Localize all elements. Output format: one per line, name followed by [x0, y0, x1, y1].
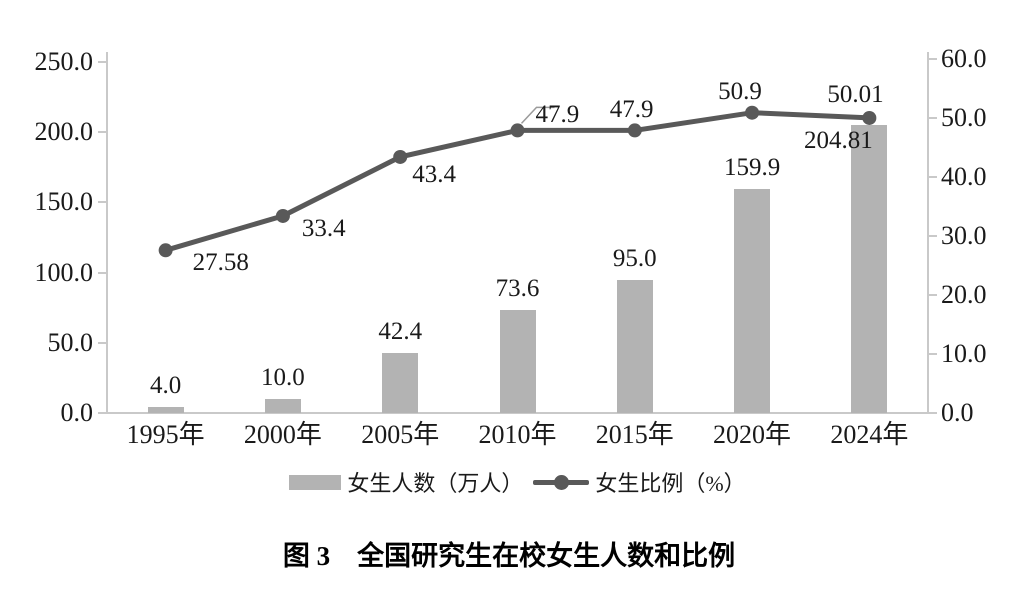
line-value-label: 47.9	[535, 101, 580, 129]
line-value-label: 27.58	[192, 249, 249, 277]
line-point-marker	[627, 123, 642, 138]
right-y-axis-line	[927, 52, 929, 414]
left-axis-tick-mark	[98, 61, 107, 63]
bar	[851, 125, 888, 413]
legend-label-line-series: 女生比例（%）	[595, 471, 746, 496]
legend-item-bar-series: 女生人数（万人）	[289, 466, 523, 498]
line-value-label: 43.4	[412, 160, 456, 188]
right-y-axis-tick-label: 60.0	[941, 44, 987, 73]
left-axis-tick-mark	[98, 201, 107, 204]
right-axis-tick-mark	[928, 117, 937, 119]
left-y-axis-tick-label: 250.0	[34, 47, 94, 76]
x-axis-tick-label: 2005年	[361, 420, 440, 449]
x-axis-tick-label: 2015年	[595, 420, 674, 449]
x-axis-line	[106, 412, 929, 414]
left-axis-tick-mark	[98, 341, 107, 344]
right-y-axis-tick-label: 0.0	[941, 398, 974, 427]
bar	[147, 407, 184, 413]
right-y-axis-tick-label: 10.0	[941, 339, 987, 368]
line-swatch-icon	[533, 474, 590, 490]
line-point-marker	[862, 110, 877, 125]
left-y-axis-tick-label: 0.0	[60, 398, 94, 427]
figure-caption: 图 3 全国研究生在校女生人数和比例	[282, 541, 736, 571]
right-y-axis-tick-label: 50.0	[941, 103, 987, 132]
x-axis-tick-label: 2010年	[478, 420, 557, 449]
legend: 女生人数（万人） 女生比例（%）	[107, 466, 928, 498]
line-point-marker	[275, 208, 290, 223]
bar	[382, 353, 419, 413]
x-axis-tick-label: 2024年	[830, 420, 909, 449]
bar	[616, 279, 653, 413]
right-axis-tick-mark	[928, 235, 937, 237]
right-axis-tick-mark	[928, 412, 937, 414]
bar-value-label: 159.9	[723, 153, 781, 181]
left-y-axis-tick-label: 200.0	[34, 117, 94, 147]
bar	[499, 309, 536, 413]
bar	[734, 188, 771, 413]
bar-value-label: 204.81	[803, 127, 873, 155]
x-axis-tick-label: 1995年	[126, 420, 205, 449]
bar-value-label: 4.0	[150, 372, 182, 400]
left-axis-tick-mark	[98, 412, 107, 414]
label-leader-line	[520, 106, 555, 124]
left-y-axis-tick-label: 150.0	[34, 187, 94, 217]
right-axis-tick-mark	[928, 58, 937, 60]
right-y-axis-tick-label: 20.0	[941, 280, 987, 309]
line-point-marker	[510, 123, 525, 138]
left-y-axis-tick-label: 100.0	[34, 257, 94, 287]
right-axis-tick-mark	[928, 294, 937, 296]
bar-value-label: 73.6	[495, 274, 540, 302]
left-y-axis-tick-label: 50.0	[47, 327, 94, 357]
bar-value-label: 42.4	[378, 318, 423, 346]
line-point-marker	[745, 105, 760, 120]
legend-item-line-series: 女生比例（%）	[533, 466, 746, 498]
x-axis-tick-label: 2000年	[243, 420, 322, 449]
bar-swatch-icon	[289, 474, 342, 490]
line-value-label: 50.01	[827, 80, 884, 108]
bar	[264, 398, 301, 413]
line-value-label: 47.9	[609, 96, 654, 124]
bar-value-label: 95.0	[612, 244, 657, 272]
line-point-marker	[393, 149, 408, 164]
legend-label-bar-series: 女生人数（万人）	[347, 471, 524, 496]
right-axis-tick-mark	[928, 353, 937, 355]
line-value-label: 33.4	[301, 214, 346, 242]
right-axis-tick-mark	[928, 176, 937, 178]
left-axis-tick-mark	[98, 271, 107, 274]
bar-value-label: 10.0	[261, 363, 305, 391]
left-y-axis-line	[106, 52, 108, 414]
right-y-axis-tick-label: 30.0	[941, 221, 987, 250]
right-y-axis-tick-label: 40.0	[941, 162, 987, 191]
line-value-label: 50.9	[718, 77, 762, 105]
x-axis-tick-label: 2020年	[713, 420, 792, 449]
left-axis-tick-mark	[98, 131, 107, 134]
line-point-marker	[158, 243, 173, 258]
